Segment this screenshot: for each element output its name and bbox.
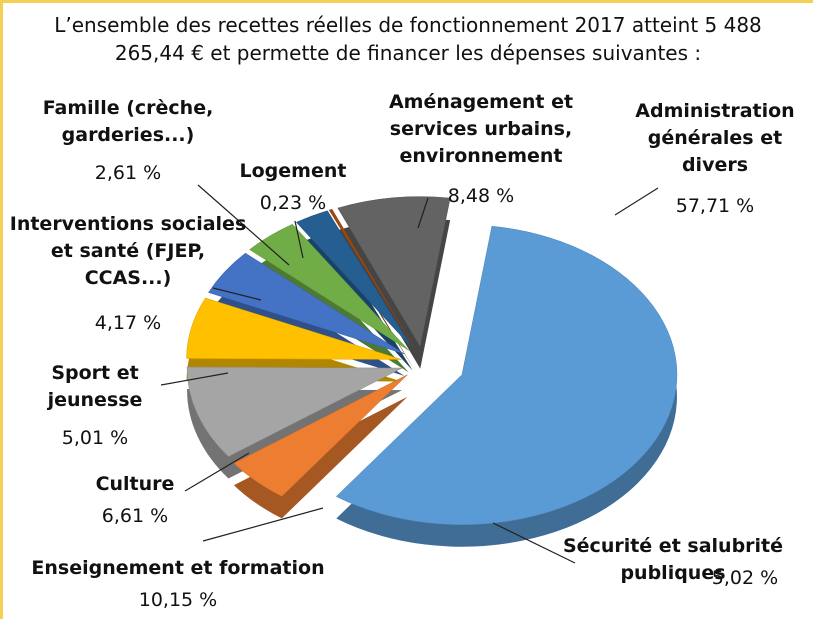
leader-line (197, 184, 290, 266)
slice (335, 225, 678, 525)
slice (337, 196, 451, 348)
slice-label: Sécurité et salubrité publiques (562, 535, 784, 584)
value-label: 57,71 % (675, 195, 755, 217)
value-label: 6,61 % (101, 505, 169, 527)
slice (208, 252, 405, 355)
leader-line (184, 452, 250, 492)
leader-line (212, 287, 262, 301)
leader-line (294, 220, 304, 259)
leader-line (492, 522, 576, 564)
slice-label: Famille (crèche, garderies...) (42, 97, 214, 146)
value-label: 5,02 % (711, 567, 779, 589)
slice (249, 223, 409, 351)
value-label: 2,61 % (94, 162, 162, 184)
leader-line (614, 187, 659, 216)
value-label: 5,01 % (61, 427, 129, 449)
slice-label: Culture (95, 473, 175, 495)
slice-label: Administration générales et divers (635, 100, 795, 176)
value-label: 10,15 % (138, 589, 218, 611)
slice-label: Enseignement et formation (31, 557, 325, 579)
value-label: 4,17 % (94, 312, 162, 334)
slice (186, 366, 403, 457)
slice-label: Logement (239, 160, 347, 182)
slice-label: Sport et jeunesse (47, 362, 143, 411)
value-label: 0,23 % (259, 192, 327, 214)
value-label: 8,48 % (447, 185, 515, 207)
slice (295, 210, 413, 349)
slice-label: Aménagement et services urbains, environ… (388, 91, 574, 167)
leader-line (160, 372, 229, 386)
slice (186, 297, 402, 360)
leader-line (202, 507, 324, 542)
leader-line (417, 197, 429, 229)
slice (233, 374, 408, 497)
slice-label: Interventions sociales et santé (FJEP, C… (9, 213, 247, 289)
pie-area (160, 184, 678, 564)
chart-title: L’ensemble des recettes réelles de fonct… (54, 13, 762, 65)
slice (328, 208, 415, 348)
